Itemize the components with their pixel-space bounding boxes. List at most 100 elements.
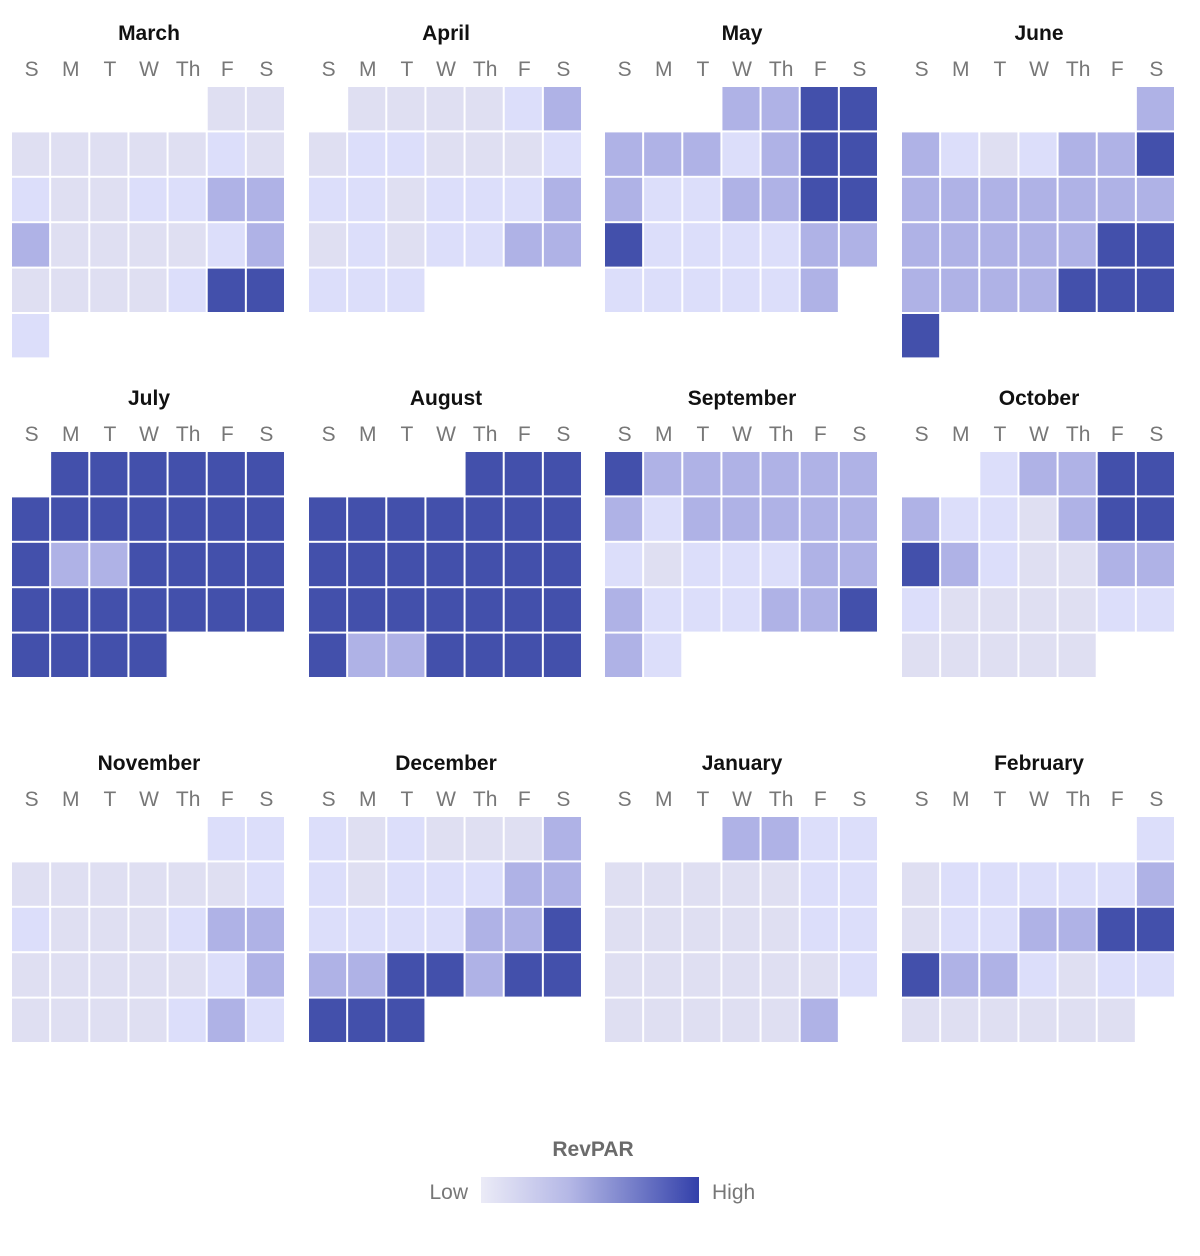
day-cell[interactable] xyxy=(761,542,799,587)
day-cell[interactable] xyxy=(761,907,799,952)
day-cell[interactable] xyxy=(168,953,206,997)
day-cell[interactable] xyxy=(800,907,838,952)
day-cell[interactable] xyxy=(941,223,979,267)
day-cell[interactable] xyxy=(1136,542,1174,587)
day-cell[interactable] xyxy=(168,998,206,1042)
day-cell[interactable] xyxy=(980,452,1018,496)
day-cell[interactable] xyxy=(683,588,721,632)
day-cell[interactable] xyxy=(207,497,245,541)
day-cell[interactable] xyxy=(644,132,682,176)
day-cell[interactable] xyxy=(605,223,643,267)
day-cell[interactable] xyxy=(1136,223,1174,267)
day-cell[interactable] xyxy=(465,862,503,906)
day-cell[interactable] xyxy=(1058,998,1096,1042)
day-cell[interactable] xyxy=(207,87,245,131)
day-cell[interactable] xyxy=(90,953,128,997)
day-cell[interactable] xyxy=(51,223,89,267)
day-cell[interactable] xyxy=(168,132,206,176)
day-cell[interactable] xyxy=(722,817,760,861)
day-cell[interactable] xyxy=(129,862,167,906)
day-cell[interactable] xyxy=(246,132,284,176)
day-cell[interactable] xyxy=(800,177,838,222)
day-cell[interactable] xyxy=(543,633,581,677)
day-cell[interactable] xyxy=(683,907,721,952)
day-cell[interactable] xyxy=(348,817,386,861)
day-cell[interactable] xyxy=(644,452,682,496)
day-cell[interactable] xyxy=(90,223,128,267)
day-cell[interactable] xyxy=(543,132,581,176)
day-cell[interactable] xyxy=(1019,588,1057,632)
day-cell[interactable] xyxy=(941,633,979,677)
day-cell[interactable] xyxy=(12,862,50,906)
day-cell[interactable] xyxy=(504,452,542,496)
day-cell[interactable] xyxy=(980,268,1018,312)
day-cell[interactable] xyxy=(12,314,50,358)
day-cell[interactable] xyxy=(1058,452,1096,496)
day-cell[interactable] xyxy=(12,953,50,997)
day-cell[interactable] xyxy=(722,87,760,131)
day-cell[interactable] xyxy=(1058,268,1096,312)
day-cell[interactable] xyxy=(309,268,347,312)
day-cell[interactable] xyxy=(168,452,206,496)
day-cell[interactable] xyxy=(839,588,877,632)
day-cell[interactable] xyxy=(168,177,206,222)
day-cell[interactable] xyxy=(348,588,386,632)
day-cell[interactable] xyxy=(348,542,386,587)
day-cell[interactable] xyxy=(387,953,425,997)
day-cell[interactable] xyxy=(387,497,425,541)
day-cell[interactable] xyxy=(168,268,206,312)
day-cell[interactable] xyxy=(644,633,682,677)
day-cell[interactable] xyxy=(1097,542,1135,587)
day-cell[interactable] xyxy=(504,633,542,677)
day-cell[interactable] xyxy=(90,588,128,632)
day-cell[interactable] xyxy=(800,87,838,131)
day-cell[interactable] xyxy=(12,633,50,677)
day-cell[interactable] xyxy=(1058,588,1096,632)
day-cell[interactable] xyxy=(1019,542,1057,587)
day-cell[interactable] xyxy=(980,497,1018,541)
day-cell[interactable] xyxy=(543,497,581,541)
day-cell[interactable] xyxy=(246,497,284,541)
day-cell[interactable] xyxy=(51,542,89,587)
day-cell[interactable] xyxy=(129,268,167,312)
day-cell[interactable] xyxy=(12,542,50,587)
day-cell[interactable] xyxy=(246,998,284,1042)
day-cell[interactable] xyxy=(426,132,464,176)
day-cell[interactable] xyxy=(683,177,721,222)
day-cell[interactable] xyxy=(12,132,50,176)
day-cell[interactable] xyxy=(722,132,760,176)
day-cell[interactable] xyxy=(839,177,877,222)
day-cell[interactable] xyxy=(246,542,284,587)
day-cell[interactable] xyxy=(543,588,581,632)
day-cell[interactable] xyxy=(941,953,979,997)
day-cell[interactable] xyxy=(504,223,542,267)
day-cell[interactable] xyxy=(51,452,89,496)
day-cell[interactable] xyxy=(902,268,940,312)
day-cell[interactable] xyxy=(1019,633,1057,677)
day-cell[interactable] xyxy=(51,132,89,176)
day-cell[interactable] xyxy=(348,633,386,677)
day-cell[interactable] xyxy=(722,452,760,496)
day-cell[interactable] xyxy=(902,497,940,541)
day-cell[interactable] xyxy=(980,223,1018,267)
day-cell[interactable] xyxy=(465,953,503,997)
day-cell[interactable] xyxy=(465,87,503,131)
day-cell[interactable] xyxy=(426,223,464,267)
day-cell[interactable] xyxy=(387,87,425,131)
day-cell[interactable] xyxy=(51,998,89,1042)
day-cell[interactable] xyxy=(309,817,347,861)
day-cell[interactable] xyxy=(800,497,838,541)
day-cell[interactable] xyxy=(683,223,721,267)
day-cell[interactable] xyxy=(1136,87,1174,131)
day-cell[interactable] xyxy=(761,998,799,1042)
day-cell[interactable] xyxy=(683,953,721,997)
day-cell[interactable] xyxy=(426,907,464,952)
day-cell[interactable] xyxy=(683,542,721,587)
day-cell[interactable] xyxy=(348,998,386,1042)
day-cell[interactable] xyxy=(168,542,206,587)
day-cell[interactable] xyxy=(51,907,89,952)
day-cell[interactable] xyxy=(839,497,877,541)
day-cell[interactable] xyxy=(90,177,128,222)
day-cell[interactable] xyxy=(90,542,128,587)
day-cell[interactable] xyxy=(644,953,682,997)
